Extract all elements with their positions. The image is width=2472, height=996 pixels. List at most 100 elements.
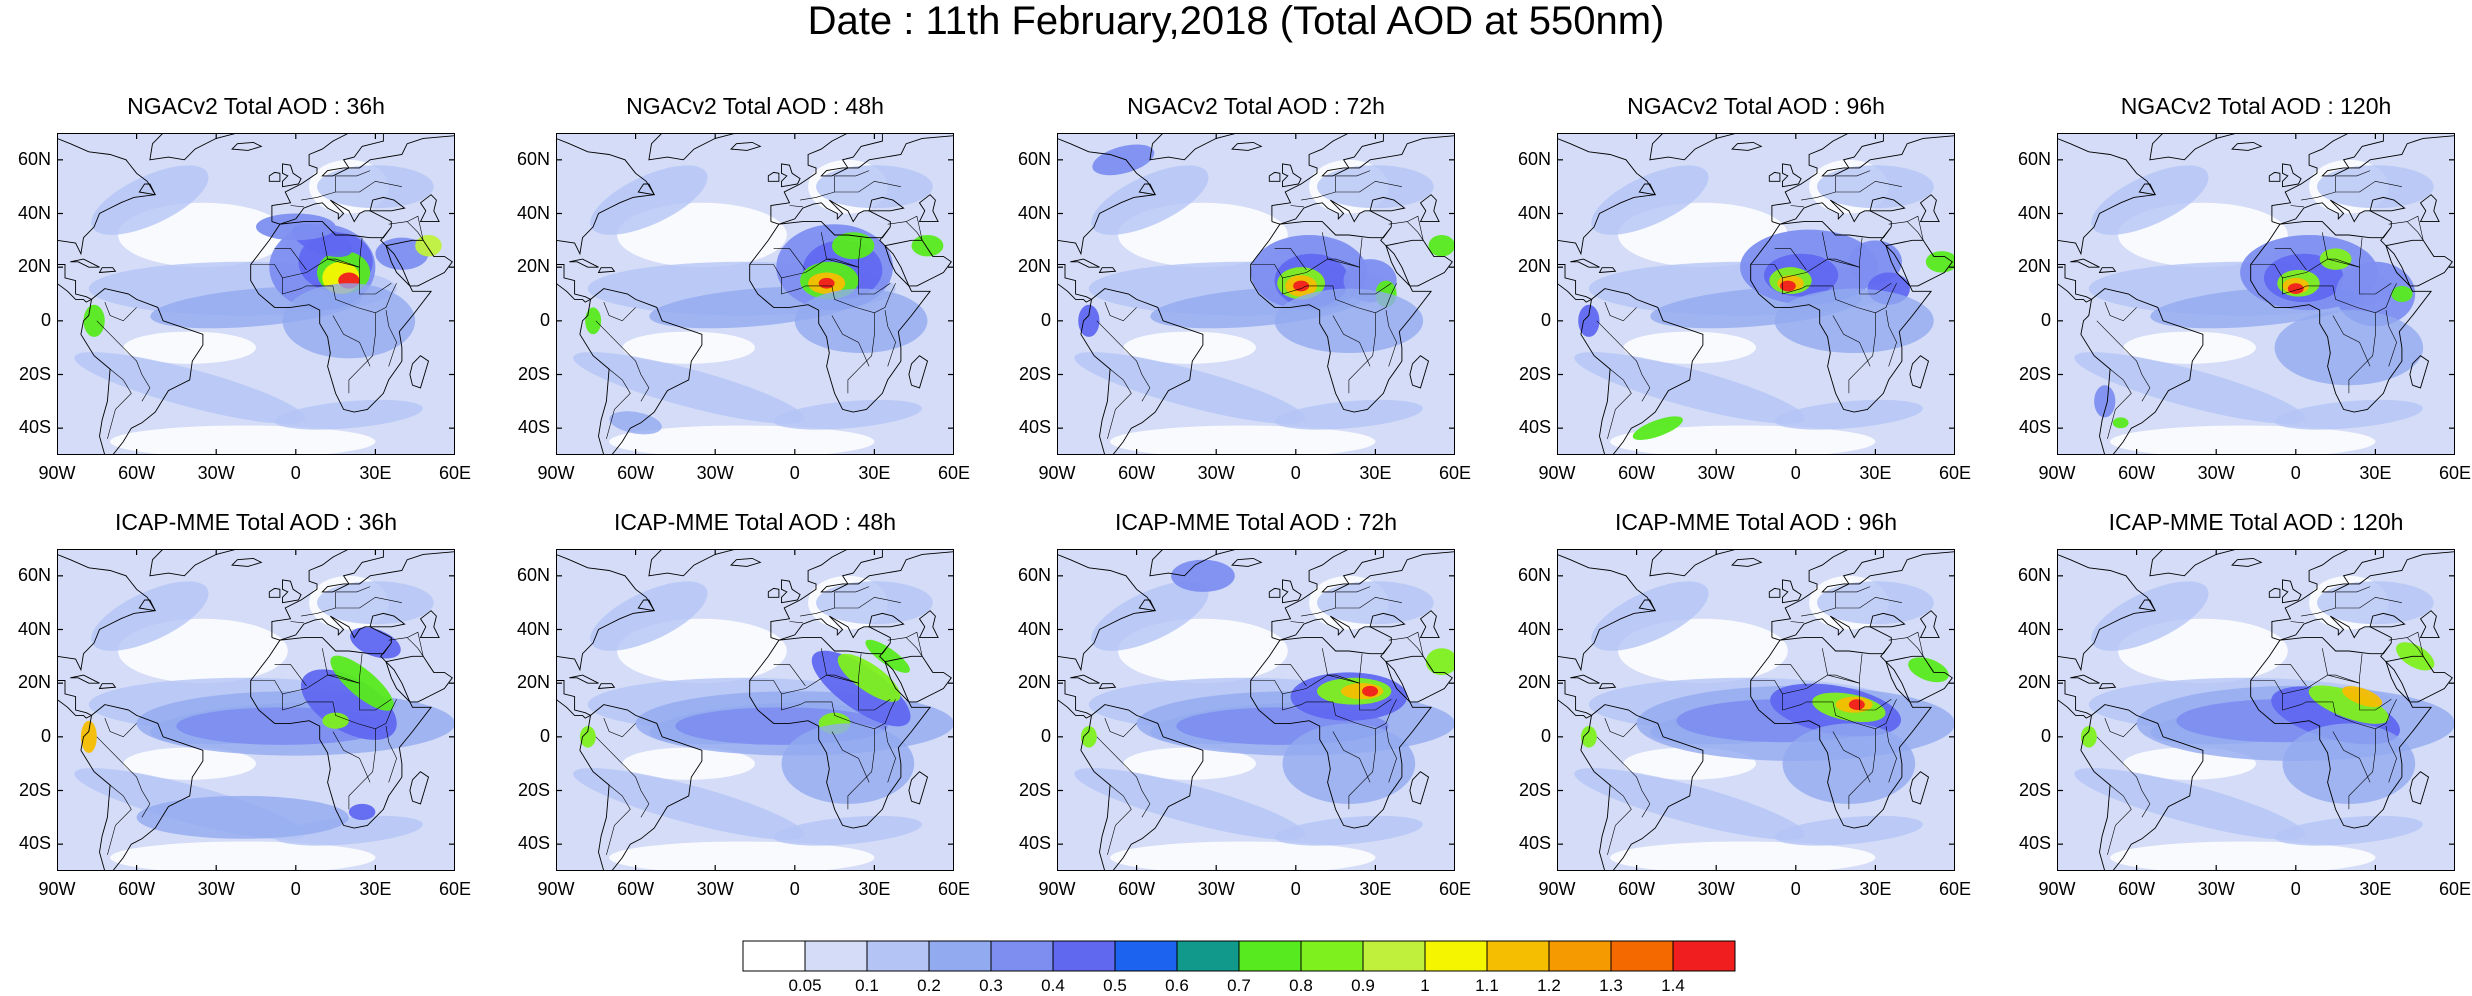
lat-tick-label: 60N [17, 148, 51, 169]
map-canvas [556, 133, 954, 455]
figure-title: Date : 11th February,2018 (Total AOD at … [807, 0, 1665, 43]
coastline-arabia [1885, 239, 1953, 287]
aerosol-plume [80, 720, 97, 753]
country-border [1596, 320, 1651, 402]
country-border [109, 368, 132, 410]
country-border [847, 312, 875, 394]
country-border [789, 621, 803, 624]
lon-tick-label: 60E [1938, 879, 1972, 899]
colorbar-swatch [1300, 940, 1364, 972]
coastline-south-america [80, 288, 204, 455]
country-border [2104, 301, 2137, 322]
country-border [2388, 215, 2424, 241]
coastline-caspian [1919, 194, 1940, 223]
lon-tick-label: 90W [2038, 463, 2076, 483]
lon-tick-label: 60W [1118, 463, 1156, 483]
country-border [2096, 736, 2151, 818]
panel-title: ICAP-MME Total AOD : 72h [1114, 509, 1398, 535]
coastline-north-america [556, 553, 655, 672]
aerosol-plume [256, 213, 336, 241]
lat-tick-label: 40S [517, 417, 550, 438]
coastline-british-isles [781, 163, 801, 188]
coastline-iceland [2231, 557, 2263, 567]
country-border [1104, 301, 1137, 322]
colorbar-swatch [1362, 940, 1426, 972]
coastline-caspian [1419, 194, 1440, 223]
map-panel: NGACv2 Total AOD : 72h 60N 40N 20N 0 20S 40S 90… [1007, 88, 1477, 498]
lat-tick-label: 40S [517, 833, 550, 854]
coastline-arabia [884, 655, 952, 703]
lon-tick-label: 30E [1359, 463, 1392, 483]
country-border [406, 221, 424, 241]
aod-map [1057, 549, 1455, 871]
clean-air-region [622, 747, 755, 780]
colorbar-swatches [742, 940, 1736, 972]
country-border [1774, 248, 1807, 270]
coastline-newfoundland [637, 599, 655, 612]
country-border [1335, 170, 1371, 192]
country-border [887, 215, 923, 241]
coastline-africa [1250, 221, 1433, 413]
lon-tick-label: 60W [1118, 879, 1156, 899]
coastline-iceland [1731, 557, 1763, 567]
coastline-africa [749, 221, 932, 413]
country-border [388, 215, 424, 241]
country-border [821, 648, 827, 676]
lat-tick-label: 20N [17, 256, 51, 277]
clean-air-region [1123, 747, 1256, 780]
aerosol-plume [794, 288, 928, 354]
map-panel: ICAP-MME Total AOD : 36h 60N 40N 20N 0 20S 40S… [7, 504, 477, 914]
coastline-caribbean-central [2057, 680, 2093, 719]
panel-title: ICAP-MME Total AOD : 36h [114, 509, 398, 535]
lon-tick-label: 60W [1618, 463, 1656, 483]
coastline-black-sea [868, 612, 905, 628]
lat-tick-label: 40N [17, 618, 51, 639]
coastline-newfoundland [1638, 183, 1656, 196]
lon-tick-label: 60E [2438, 879, 2472, 899]
lon-tick-label: 0 [789, 879, 800, 899]
aerosol-plume [1925, 251, 1955, 273]
aerosol-plume [1817, 165, 1934, 209]
aerosol-plume [816, 581, 933, 625]
country-border [1888, 631, 1924, 657]
lat-tick-label: 20S [1518, 363, 1551, 384]
coastline-europe [1771, 549, 1955, 638]
coastline-british-isles [282, 579, 302, 604]
map-panel: NGACv2 Total AOD : 36h 60N 40N 20N 0 20S 40S 90… [7, 88, 477, 498]
country-border [1790, 621, 1804, 624]
map-canvas [57, 133, 455, 455]
coastline-cuba [1070, 258, 1100, 268]
coastline-europe [1771, 133, 1955, 222]
coastline-caribbean-central [556, 264, 592, 303]
country-border [2250, 237, 2363, 279]
map-canvas [57, 549, 455, 871]
coastline-mediterranean-north [1271, 615, 1392, 643]
country-border [335, 586, 371, 608]
country-border [884, 310, 896, 367]
coastline-caspian [419, 194, 440, 223]
aerosol-plume [2274, 815, 2423, 846]
lat-tick-label: 60N [1517, 564, 1551, 585]
lat-tick-label: 40S [1518, 833, 1551, 854]
lon-tick-label: 30E [359, 879, 392, 899]
country-border [2322, 648, 2328, 676]
panel-title: ICAP-MME Total AOD : 96h [1614, 509, 1898, 535]
coastline-madagascar [2409, 771, 2430, 805]
country-border [2359, 683, 2392, 711]
country-border [1928, 248, 1935, 257]
aerosol-plume [2308, 685, 2390, 724]
lat-tick-label: 60N [2017, 148, 2051, 169]
aerosol-plume [781, 723, 915, 804]
colorbar-label: 0.5 [1103, 976, 1127, 995]
lon-tick-label: 30E [1859, 879, 1892, 899]
country-border [290, 205, 304, 208]
country-border [96, 736, 151, 818]
lon-tick-label: 90W [1538, 463, 1576, 483]
country-border [781, 693, 896, 730]
colorbar-swatch [1238, 940, 1302, 972]
lat-tick-label: 60N [1017, 564, 1051, 585]
coastline-africa [2250, 221, 2433, 413]
country-border [2428, 248, 2435, 257]
lon-tick-label: 60E [2438, 463, 2472, 483]
coastline-hispaniola [98, 683, 117, 690]
